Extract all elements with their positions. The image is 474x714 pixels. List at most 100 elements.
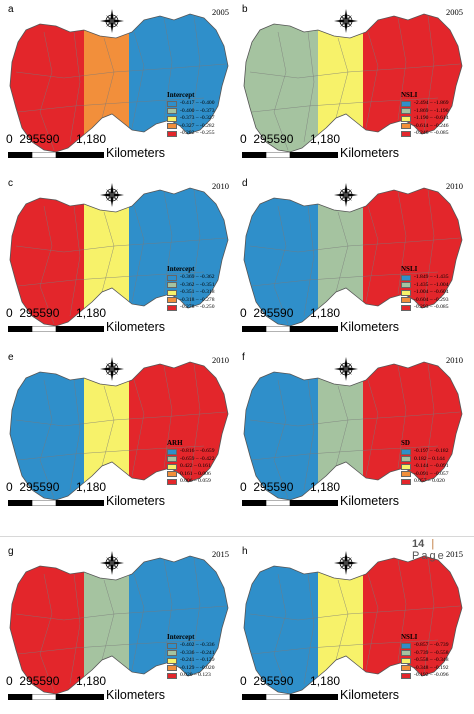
legend-label: -0.558 – -0.348 [414, 657, 449, 664]
map-legend: SD -0.197 – -0.182 0.182 – 0.144 -0.144 – -… [401, 439, 467, 485]
legend-swatch [167, 456, 177, 463]
legend-item: -0.318 – -0.278 [167, 297, 233, 304]
legend-label: -0.417 – -0.400 [180, 100, 215, 107]
legend-swatch [401, 456, 411, 463]
page-word: Page [412, 550, 446, 562]
choropleth-map [9, 361, 229, 501]
legend-title: SD [401, 439, 410, 447]
choropleth-map [243, 187, 463, 327]
legend-item: -0.336 – -0.241 [167, 650, 233, 657]
legend-item: -1.190 – -0.614 [401, 115, 467, 122]
map-panel-h: h 2015 NSLI -0.857 – -0.739 -0.739 – -0.558-… [238, 544, 467, 712]
page-divider [0, 536, 474, 537]
scale-bar: 0 295590 1,180 Kilometers [6, 478, 166, 518]
legend-item: -1.004 – -0.604 [401, 289, 467, 296]
legend-label: -0.614 – -0.246 [414, 122, 449, 129]
scale-bar: 0 295590 1,180 Kilometers [240, 672, 400, 712]
legend-item: -0.417 – -0.400 [167, 100, 233, 108]
legend-item: -0.604 – -0.293 [401, 297, 467, 304]
legend-label: 0.057 – 0.020 [414, 477, 445, 484]
legend-title: NSLI [401, 633, 418, 641]
map-legend: ARH -0.816 – -0.659 -0.659 – -0.422 0.422 –… [167, 439, 233, 485]
choropleth-map [243, 13, 463, 153]
legend-label: -0.327 – -0.282 [180, 122, 215, 129]
map-panel-a: a 2005 Intercept -0.417 – -0.400 -0.400 – -0… [4, 2, 233, 170]
scale-numbers: 0 295590 1,180 [240, 674, 341, 688]
panel-year: 2005 [446, 7, 463, 17]
legend-item: -0.739 – -0.558 [401, 650, 467, 657]
legend-item: 0.161 – 0.006 [167, 471, 233, 478]
scale-units: Kilometers [340, 146, 400, 160]
legend-swatch [401, 123, 411, 130]
legend-swatch [401, 478, 411, 485]
panel-letter: b [242, 4, 248, 15]
choropleth-map [9, 555, 229, 695]
legend-title: ARH [167, 439, 183, 447]
legend-label: -0.348 – -0.192 [414, 664, 449, 671]
legend-swatch [401, 304, 411, 311]
scale-bar-graphic [8, 326, 104, 332]
legend-label: 0.422 – 0.161 [180, 463, 211, 470]
scale-bar: 0 295590 1,180 Kilometers [240, 304, 400, 344]
legend-title: Intercept [167, 91, 195, 99]
scale-numbers: 0 295590 1,180 [240, 480, 341, 494]
map-legend: Intercept -0.402 – -0.336 -0.336 – -0.241-… [167, 633, 233, 679]
legend-swatch [401, 657, 411, 664]
scale-bar-graphic [8, 500, 104, 506]
map-panel-g: g 2015 Intercept -0.402 – -0.336 -0.336 – -0… [4, 544, 233, 712]
legend-label: -0.857 – -0.739 [414, 642, 449, 649]
legend-label: -0.816 – -0.659 [180, 448, 215, 455]
legend-swatch [401, 471, 411, 478]
north-arrow-icon [100, 9, 124, 33]
panel-year: 2015 [212, 549, 229, 559]
legend-item: -0.400 – -0.373 [167, 108, 233, 115]
legend-item: -2.494 – -1.869 [401, 100, 467, 108]
panel-letter: a [8, 4, 14, 15]
scale-units: Kilometers [106, 688, 166, 702]
legend-label: -0.739 – -0.558 [414, 649, 449, 656]
legend-label: -0.091 – -0.057 [414, 470, 449, 477]
scale-numbers: 0 295590 1,180 [6, 480, 107, 494]
scale-bar-graphic [242, 500, 338, 506]
legend-item: -0.558 – -0.348 [401, 657, 467, 664]
legend-swatch [167, 275, 177, 282]
panel-letter: c [8, 178, 13, 189]
legend-label: -1.869 – -1.190 [414, 107, 449, 114]
scale-bar: 0 295590 1,180 Kilometers [6, 130, 166, 170]
scale-units: Kilometers [106, 494, 166, 508]
scale-numbers: 0 295590 1,180 [6, 306, 107, 320]
legend-swatch [167, 449, 177, 456]
legend-label: -0.129 – -0.020 [180, 664, 215, 671]
map-legend: NSLI -2.494 – -1.869 -1.869 – -1.190 -1.190… [401, 91, 467, 137]
legend-swatch [167, 130, 177, 137]
legend-label: -0.400 – -0.373 [180, 107, 215, 114]
scale-units: Kilometers [106, 146, 166, 160]
legend-swatch [167, 672, 177, 679]
legend-label: -1.435 – -1.004 [414, 281, 449, 288]
legend-item: -0.351 – -0.318 [167, 289, 233, 296]
legend-label: -0.192 – -0.096 [414, 671, 449, 678]
legend-item: -1.869 – -1.190 [401, 108, 467, 115]
panel-year: 2010 [446, 355, 463, 365]
legend-label: -0.604 – -0.293 [414, 296, 449, 303]
scale-units: Kilometers [340, 688, 400, 702]
legend-label: 0.161 – 0.006 [180, 470, 211, 477]
legend-label: -0.241 – -0.129 [180, 657, 215, 664]
legend-label: -0.373 – -0.327 [180, 115, 215, 122]
legend-swatch [167, 650, 177, 657]
map-panel-e: e 2010 ARH -0.816 – -0.659 -0.659 – -0.422 0.… [4, 350, 233, 518]
panel-letter: h [242, 546, 248, 557]
legend-swatch [401, 101, 411, 108]
legend-label: -0.318 – -0.278 [180, 296, 215, 303]
legend-item: -0.278 – -0.250 [167, 304, 233, 311]
map-panel-c: c 2010 Intercept -0.369 – -0.362 -0.362 – -0… [4, 176, 233, 344]
legend-swatch [401, 130, 411, 137]
legend-item: -0.373 – -0.327 [167, 115, 233, 122]
legend-swatch [167, 123, 177, 130]
choropleth-map [9, 187, 229, 327]
legend-label: -0.351 – -0.318 [180, 289, 215, 296]
legend-item: -0.246 – -0.085 [401, 130, 467, 137]
legend-swatch [167, 115, 177, 122]
legend-label: -0.293 – -0.085 [414, 303, 449, 310]
legend-label: -0.336 – -0.241 [180, 649, 215, 656]
